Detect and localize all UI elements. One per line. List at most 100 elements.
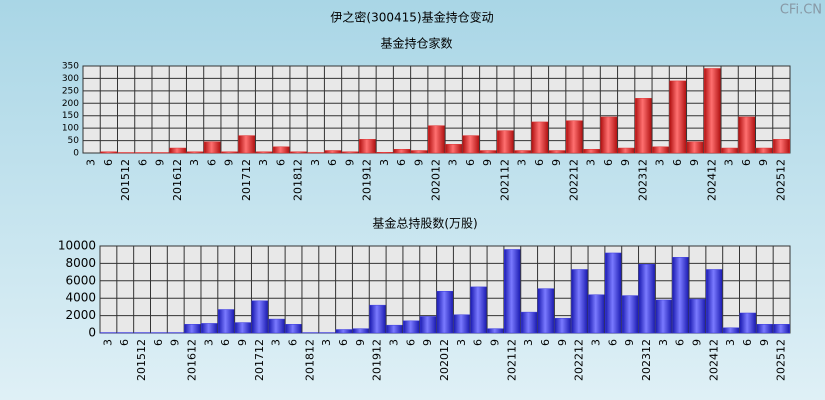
- bar: [722, 327, 740, 334]
- x-tick-label: 3: [522, 339, 535, 346]
- x-tick-label: 9: [758, 339, 771, 346]
- x-tick-label: 6: [472, 339, 485, 346]
- x-tick-label: 3: [657, 339, 670, 346]
- x-tick-label: 3: [724, 339, 737, 346]
- x-tick-label: 9: [488, 339, 501, 346]
- x-tick-label: 202512: [774, 159, 787, 201]
- chart-title: 基金持仓家数: [380, 36, 452, 51]
- bar: [537, 288, 555, 334]
- bar: [217, 309, 235, 334]
- x-tick-label: 3: [516, 159, 529, 166]
- x-tick-label: 202412: [707, 339, 720, 381]
- x-tick-label: 6: [152, 339, 165, 346]
- bar: [272, 146, 290, 154]
- x-tick-label: 6: [606, 339, 619, 346]
- x-tick-label: 9: [223, 159, 236, 166]
- bar: [358, 139, 377, 154]
- bar: [100, 151, 118, 154]
- x-tick-label: 3: [101, 339, 114, 346]
- x-tick-label: 6: [118, 339, 131, 346]
- bar: [721, 147, 739, 154]
- x-tick-label: 6: [205, 159, 218, 166]
- bar: [686, 141, 704, 154]
- bar: [496, 130, 515, 154]
- x-tick-label: 201812: [292, 159, 305, 201]
- bar: [184, 324, 201, 334]
- x-tick-label: 9: [619, 159, 632, 166]
- y-tick-label: 2000: [65, 308, 96, 322]
- bar: [203, 141, 221, 154]
- bar: [487, 328, 504, 334]
- bar: [201, 323, 218, 334]
- bar: [234, 322, 252, 334]
- x-tick-label: 3: [309, 159, 322, 166]
- x-tick-label: 202212: [567, 159, 580, 201]
- x-tick-label: 9: [154, 159, 167, 166]
- bar: [369, 304, 387, 334]
- bar: [255, 151, 273, 154]
- bar: [617, 147, 635, 154]
- x-tick-label: 3: [188, 159, 201, 166]
- bar: [571, 269, 588, 334]
- y-tick-label: 0: [73, 149, 79, 159]
- bar: [324, 150, 342, 154]
- bar: [479, 150, 497, 154]
- x-tick-label: 6: [395, 159, 408, 166]
- x-tick-label: 9: [421, 339, 434, 346]
- x-tick-label: 3: [447, 159, 460, 166]
- x-tick-label: 202012: [438, 339, 451, 381]
- bar: [238, 135, 256, 154]
- x-tick-label: 202412: [705, 159, 718, 201]
- y-tick-label: 300: [62, 74, 79, 84]
- x-tick-label: 9: [481, 159, 494, 166]
- x-tick-label: 201812: [303, 339, 316, 381]
- x-tick-label: 3: [378, 159, 391, 166]
- x-tick-label: 6: [287, 339, 300, 346]
- y-tick-label: 8000: [65, 256, 96, 270]
- x-tick-label: 3: [202, 339, 215, 346]
- x-tick-label: 6: [102, 159, 115, 166]
- bar: [604, 252, 622, 334]
- y-tick-label: 4000: [65, 291, 96, 305]
- x-tick-label: 9: [688, 159, 701, 166]
- bar: [419, 316, 437, 334]
- bar: [669, 80, 687, 154]
- bar: [470, 286, 487, 334]
- x-tick-label: 201512: [119, 159, 132, 201]
- bar: [703, 68, 721, 154]
- x-tick-label: 202112: [505, 339, 518, 381]
- x-tick-label: 9: [556, 339, 569, 346]
- bar: [186, 151, 204, 154]
- bar: [352, 328, 370, 334]
- x-tick-label: 202212: [573, 339, 586, 381]
- bar: [376, 152, 394, 154]
- bar: [427, 125, 446, 154]
- y-tick-label: 250: [62, 86, 79, 96]
- x-tick-label: 3: [257, 159, 270, 166]
- bar: [410, 150, 428, 154]
- x-tick-label: 201612: [186, 339, 199, 381]
- bar: [554, 317, 572, 334]
- x-tick-label: 201712: [253, 339, 266, 381]
- bar: [520, 311, 538, 334]
- bar: [335, 329, 353, 334]
- bar: [462, 135, 480, 154]
- x-tick-label: 202012: [430, 159, 443, 201]
- bar: [638, 264, 656, 334]
- bar: [672, 257, 689, 334]
- x-tick-label: 9: [236, 339, 249, 346]
- bar: [600, 116, 618, 154]
- y-tick-label: 350: [62, 62, 79, 72]
- bar: [583, 149, 601, 154]
- bar: [565, 120, 583, 154]
- bar: [285, 324, 302, 334]
- x-tick-label: 9: [343, 159, 356, 166]
- bar: [503, 249, 521, 334]
- x-tick-label: 6: [539, 339, 552, 346]
- x-tick-label: 6: [219, 339, 232, 346]
- x-tick-label: 6: [464, 159, 477, 166]
- x-tick-label: 202512: [775, 339, 788, 381]
- x-tick-label: 3: [723, 159, 736, 166]
- x-tick-label: 3: [85, 159, 98, 166]
- x-tick-label: 201612: [171, 159, 184, 201]
